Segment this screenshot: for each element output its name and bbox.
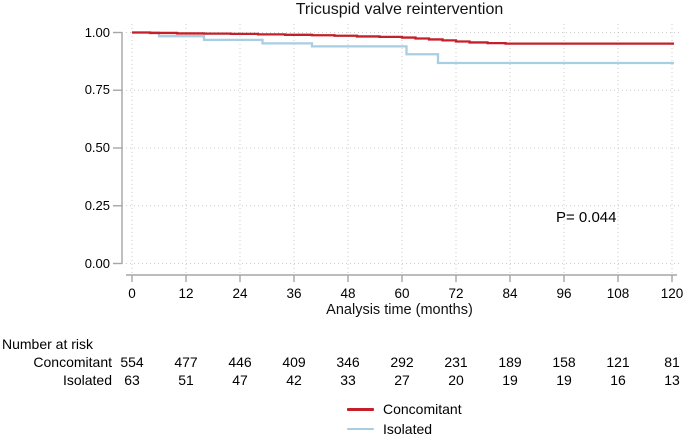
risk-count: 477: [174, 354, 198, 370]
risk-count: 292: [390, 354, 414, 370]
x-axis-title: Analysis time (months): [326, 302, 473, 318]
legend-line-isolated: [347, 427, 374, 431]
x-tick-label: 36: [286, 286, 302, 301]
risk-count: 121: [606, 354, 630, 370]
risk-count: 27: [394, 371, 410, 388]
y-tick-label: 0.00: [84, 255, 110, 271]
risk-count: 409: [282, 354, 306, 370]
risk-row-label: Concomitant: [33, 354, 112, 370]
x-tick-label: 0: [128, 286, 136, 301]
risk-count: 554: [120, 354, 144, 370]
risk-count: 446: [228, 354, 252, 370]
risk-count: 33: [340, 371, 356, 388]
y-tick-label: 0.25: [84, 197, 110, 213]
legend-label-isolated: Isolated: [383, 420, 433, 437]
risk-count: 81: [664, 354, 680, 370]
risk-count: 189: [498, 354, 522, 370]
risk-count: 13: [664, 371, 680, 388]
x-tick-label: 84: [502, 286, 518, 301]
risk-count: 231: [444, 354, 468, 370]
x-tick-label: 108: [606, 286, 630, 301]
risk-count: 47: [232, 371, 248, 388]
risk-count: 19: [502, 371, 518, 388]
risk-count: 16: [610, 371, 626, 388]
chart-title: Tricuspid valve reintervention: [295, 1, 504, 18]
legend-line-concomitant: [347, 408, 374, 411]
risk-count: 158: [552, 354, 576, 370]
x-tick-label: 120: [660, 286, 684, 301]
survival-curve-concomitant: [132, 31, 674, 45]
risk-count: 51: [178, 371, 194, 388]
survival-curve-isolated: [132, 31, 674, 65]
x-tick-label: 96: [556, 286, 572, 301]
x-tick-label: 12: [178, 286, 194, 301]
risk-count: 19: [556, 371, 572, 388]
y-tick-label: 0.75: [84, 82, 110, 98]
x-tick-label: 72: [448, 286, 464, 301]
risk-count: 20: [448, 371, 464, 388]
y-tick-label: 1.00: [84, 24, 110, 40]
legend-label-concomitant: Concomitant: [383, 401, 462, 417]
number-at-risk-header: Number at risk: [2, 336, 94, 352]
x-tick-label: 48: [340, 286, 356, 301]
risk-count: 63: [124, 371, 140, 388]
risk-count: 42: [286, 371, 302, 388]
risk-row-label: Isolated: [62, 371, 112, 388]
p-value-annotation: P= 0.044: [556, 209, 617, 226]
x-tick-label: 60: [394, 286, 410, 301]
risk-count: 346: [336, 354, 360, 370]
x-tick-label: 24: [232, 286, 248, 301]
y-tick-label: 0.50: [84, 140, 110, 155]
